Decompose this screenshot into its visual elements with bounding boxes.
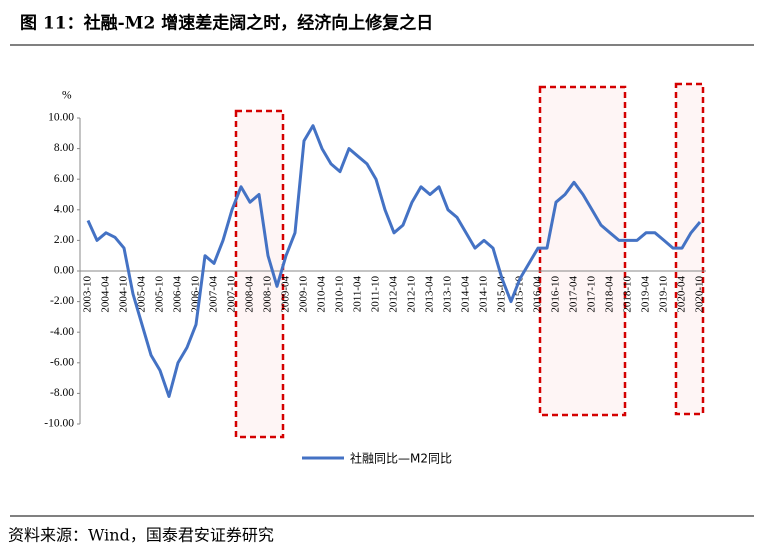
y-tick-label: -2.00 bbox=[50, 295, 74, 307]
source-note: 资料来源：Wind，国泰君安证券研究 bbox=[8, 526, 274, 545]
x-tick-label: 2008-04 bbox=[244, 276, 256, 313]
x-tick-label: 2019-04 bbox=[640, 276, 652, 313]
highlight-box bbox=[234, 109, 285, 439]
x-tick-label: 2016-10 bbox=[550, 276, 562, 313]
x-tick-label: 2004-10 bbox=[118, 276, 130, 313]
x-tick-label: 2003-10 bbox=[82, 276, 94, 313]
legend-label: 社融同比—M2同比 bbox=[350, 451, 452, 466]
y-tick-label: -6.00 bbox=[50, 356, 74, 368]
y-tick-label: 8.00 bbox=[54, 142, 74, 154]
x-tick-label: 2019-10 bbox=[658, 276, 670, 313]
x-tick-label: 2006-04 bbox=[172, 276, 184, 313]
x-tick-label: 2014-04 bbox=[460, 276, 472, 313]
x-tick-label: 2007-10 bbox=[226, 276, 238, 313]
x-tick-label: 2014-10 bbox=[478, 276, 490, 313]
x-tick-label: 2010-10 bbox=[334, 276, 346, 313]
y-tick-label: -4.00 bbox=[50, 326, 74, 338]
x-tick-label: 2005-04 bbox=[136, 276, 148, 313]
x-tick-label: 2008-10 bbox=[262, 276, 274, 313]
x-tick-label: 2005-10 bbox=[154, 276, 166, 313]
highlight-box bbox=[674, 82, 705, 416]
y-tick-label: 10.00 bbox=[48, 112, 74, 124]
x-tick-label: 2009-10 bbox=[298, 276, 310, 313]
x-tick-label: 2017-04 bbox=[568, 276, 580, 313]
x-tick-label: 2018-04 bbox=[604, 276, 616, 313]
x-tick-label: 2004-04 bbox=[100, 276, 112, 313]
x-tick-label: 2013-04 bbox=[424, 276, 436, 313]
x-tick-label: 2018-10 bbox=[622, 276, 634, 313]
x-tick-label: 2016-04 bbox=[532, 276, 544, 313]
y-tick-label: 4.00 bbox=[54, 203, 74, 215]
x-tick-label: 2012-04 bbox=[388, 276, 400, 313]
y-tick-label: -10.00 bbox=[44, 418, 74, 430]
highlight-box bbox=[538, 85, 627, 417]
y-axis-label: % bbox=[62, 90, 72, 102]
x-tick-label: 2007-04 bbox=[208, 276, 220, 313]
series-line bbox=[86, 124, 702, 398]
x-tick-label: 2012-10 bbox=[406, 276, 418, 313]
x-tick-label: 2013-10 bbox=[442, 276, 454, 313]
legend: 社融同比—M2同比 bbox=[302, 451, 452, 466]
y-tick-label: 6.00 bbox=[54, 173, 74, 185]
x-tick-label: 2020-10 bbox=[694, 276, 706, 313]
x-tick-label: 2009-04 bbox=[280, 276, 292, 313]
x-tick-label: 2017-10 bbox=[586, 276, 598, 313]
x-tick-label: 2010-04 bbox=[316, 276, 328, 313]
chart-title: 图 11：社融-M2 增速差走阔之时，经济向上修复之日 bbox=[20, 13, 433, 34]
y-tick-label: 0.00 bbox=[54, 265, 74, 277]
x-tick-label: 2020-04 bbox=[676, 276, 688, 313]
y-tick-label: -8.00 bbox=[50, 387, 74, 399]
x-tick-label: 2011-10 bbox=[370, 276, 382, 313]
x-tick-label: 2011-04 bbox=[352, 276, 364, 313]
y-tick-label: 2.00 bbox=[54, 234, 74, 246]
